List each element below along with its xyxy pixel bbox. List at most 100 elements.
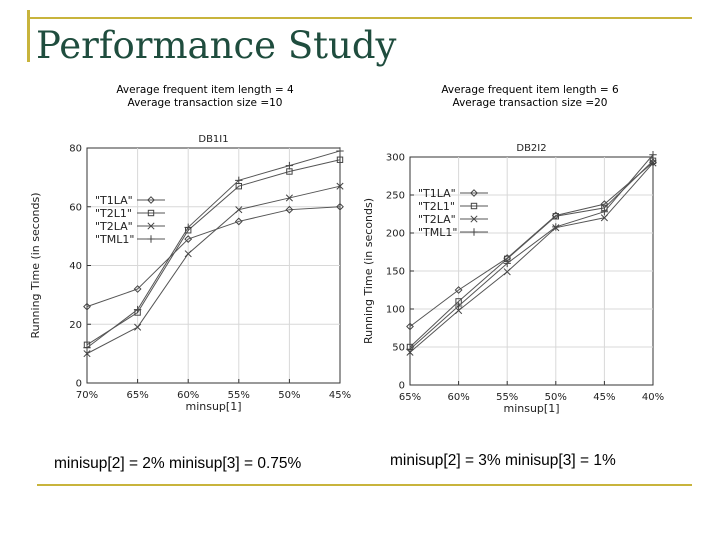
data-point-s2 <box>235 206 243 214</box>
legend-marker-1-shape <box>147 209 155 217</box>
series-line-2 <box>409 162 654 353</box>
legend-entry-0: "T1LA" <box>95 194 133 207</box>
data-point-s2 <box>503 268 511 276</box>
data-point-s3 <box>83 344 91 352</box>
data-point-s0 <box>133 285 142 293</box>
data-point-s0 <box>285 205 294 214</box>
data-point-s3-shape <box>600 208 609 216</box>
legend-marker-2 <box>147 222 155 230</box>
legend-marker-0 <box>470 189 478 197</box>
data-point-s0-shape <box>234 217 243 226</box>
data-point-s0-shape <box>406 322 414 331</box>
legend-entry-2: "T2LA" <box>95 220 133 233</box>
data-point-s2-shape <box>649 159 657 167</box>
data-point-s3 <box>336 147 344 155</box>
y-tick-label: 80 <box>69 144 82 155</box>
legend-marker-3 <box>470 228 478 236</box>
series-line-0 <box>409 161 654 327</box>
data-point-s2-shape <box>184 250 192 258</box>
x-tick-label: 70% <box>76 390 98 401</box>
y-tick-label: 300 <box>386 153 405 164</box>
data-point-s0-shape <box>336 202 344 211</box>
caption-right: Average frequent item length = 6 Average… <box>395 84 665 110</box>
x-tick-label: 65% <box>126 390 148 401</box>
data-point-s3-shape <box>83 344 91 352</box>
data-point-s0 <box>336 202 344 211</box>
legend-marker-2-shape <box>147 222 155 230</box>
legend-marker-2-shape <box>470 215 478 223</box>
data-point-s1-shape <box>552 213 560 220</box>
data-point-s2 <box>600 214 608 222</box>
data-point-s2 <box>83 350 91 358</box>
data-point-s2-shape <box>134 323 142 331</box>
x-tick-label: 50% <box>278 390 300 401</box>
y-tick-label: 250 <box>386 191 405 202</box>
data-point-s3 <box>235 176 243 185</box>
data-point-s3-shape <box>133 305 142 314</box>
data-point-s0-shape <box>83 302 91 311</box>
data-point-s3 <box>133 305 142 314</box>
data-point-s0-shape <box>454 286 463 294</box>
caption-right-line2: Average transaction size =20 <box>452 97 608 109</box>
x-tick-label: 60% <box>447 392 469 403</box>
y-axis-label: Running Time (in seconds) <box>29 192 42 338</box>
y-tick-label: 0 <box>76 379 82 390</box>
data-point-s3 <box>552 223 560 231</box>
series-line-0 <box>86 206 341 308</box>
data-point-s3-shape <box>336 147 344 155</box>
data-point-s2 <box>184 250 192 258</box>
legend-marker-3-shape <box>470 228 478 236</box>
data-point-s2 <box>336 182 344 190</box>
x-axis-label: minsup[1] <box>185 400 241 413</box>
data-point-s2 <box>134 323 142 331</box>
data-point-s1 <box>336 156 344 163</box>
y-tick-label: 50 <box>392 343 405 354</box>
legend-marker-1 <box>470 202 478 210</box>
data-point-s3-shape <box>235 176 243 185</box>
data-point-s3-shape <box>552 223 560 231</box>
data-point-s3 <box>184 223 192 232</box>
legend-marker-0-shape <box>147 196 155 204</box>
caption-left-line2: Average transaction size =10 <box>127 97 283 109</box>
data-point-s2 <box>649 159 657 167</box>
y-tick-label: 60 <box>69 202 82 213</box>
data-point-s3 <box>600 208 609 216</box>
data-point-s1-shape <box>336 156 344 163</box>
legend-marker-2 <box>470 215 478 223</box>
data-point-s3-shape <box>184 223 192 232</box>
series-line-1 <box>86 159 341 346</box>
footer-left: minisup[2] = 2% minisup[3] = 0.75% <box>54 455 302 472</box>
chart-db2i2: DB2I2 0 50 100 150 200 250 300 65% 60% 55% 50% 45% 40… <box>362 143 664 415</box>
caption-left: Average frequent item length = 4 Average… <box>70 84 340 110</box>
data-point-s3 <box>454 302 463 310</box>
footer-right: minisup[2] = 3% minisup[3] = 1% <box>390 452 616 469</box>
data-point-s0 <box>184 235 193 243</box>
data-point-s2 <box>285 194 293 202</box>
chart-title: DB2I2 <box>516 143 546 154</box>
data-point-s3 <box>406 345 414 353</box>
chart-db1i1: DB1I1 0 20 40 60 80 70% 65% 60% 55% 50% 45% minsup[1… <box>29 134 351 413</box>
data-point-s0 <box>83 302 91 311</box>
data-point-s0 <box>454 286 463 294</box>
x-axis-label: minsup[1] <box>503 402 559 415</box>
series-line-2 <box>86 185 341 355</box>
legend-entry-3: "TML1" <box>418 226 457 239</box>
legend-marker-1-shape <box>470 202 478 210</box>
legend-marker-0-shape <box>470 189 478 197</box>
legend-entry-1: "T2L1" <box>418 200 455 213</box>
data-point-s1 <box>552 213 560 220</box>
data-point-s0-shape <box>133 285 142 293</box>
series-line-3 <box>86 150 341 349</box>
legend-entry-1: "T2L1" <box>95 207 132 220</box>
x-tick-label: 60% <box>177 390 199 401</box>
data-point-s3-shape <box>649 151 657 159</box>
x-tick-label: 50% <box>545 392 567 403</box>
data-point-s0-shape <box>285 205 294 214</box>
data-point-s3 <box>285 161 294 170</box>
y-tick-label: 0 <box>399 381 405 392</box>
series-line-3 <box>409 154 654 350</box>
chart-title: DB1I1 <box>198 134 228 145</box>
y-axis-label: Running Time (in seconds) <box>362 198 375 344</box>
data-point-s0 <box>234 217 243 226</box>
data-point-s2-shape <box>600 214 608 222</box>
